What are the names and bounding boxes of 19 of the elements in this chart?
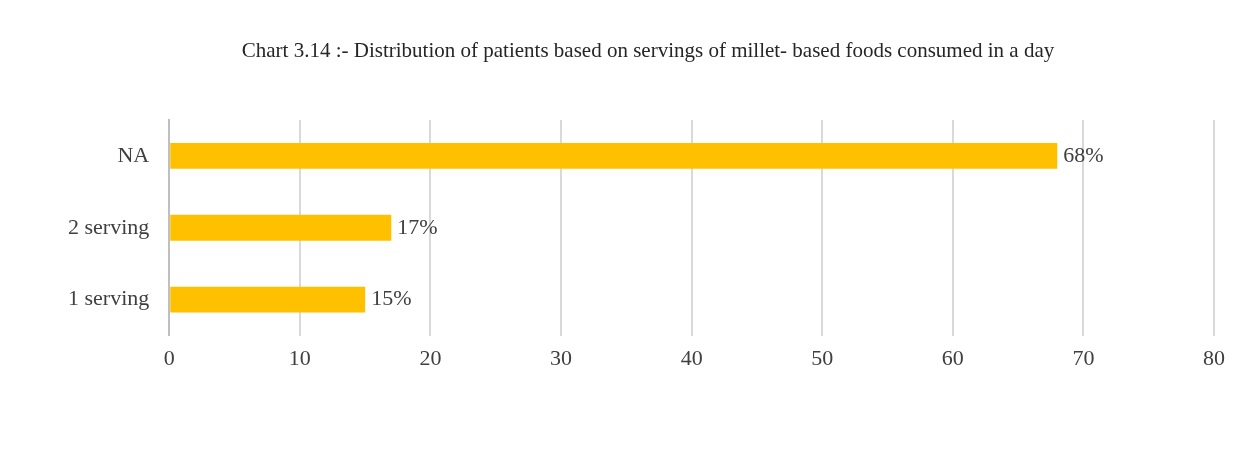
- bar: [170, 214, 392, 241]
- x-tick-label: 50: [811, 344, 834, 370]
- chart-title: Chart 3.14 :- Distribution of patients based on servings of millet- based foods consumed in a day: [240, 37, 1056, 64]
- data-label: 17%: [397, 213, 438, 239]
- y-tick-label: 1 serving: [68, 285, 150, 311]
- x-tick-label: 80: [1203, 344, 1225, 370]
- x-tick-label: 40: [680, 344, 703, 370]
- x-tick-label: 30: [550, 344, 573, 370]
- y-tick-label: NA: [117, 141, 150, 167]
- x-tick-label: 10: [288, 344, 311, 370]
- y-tick-label: 2 serving: [68, 213, 150, 239]
- x-tick-label: 0: [163, 344, 175, 370]
- data-label: 68%: [1063, 141, 1104, 167]
- x-tick-label: 20: [419, 344, 442, 370]
- bar: [170, 286, 366, 313]
- x-tick-label: 60: [941, 344, 964, 370]
- x-tick-label: 70: [1072, 344, 1095, 370]
- bar: [170, 143, 1058, 169]
- data-label: 15%: [371, 285, 412, 311]
